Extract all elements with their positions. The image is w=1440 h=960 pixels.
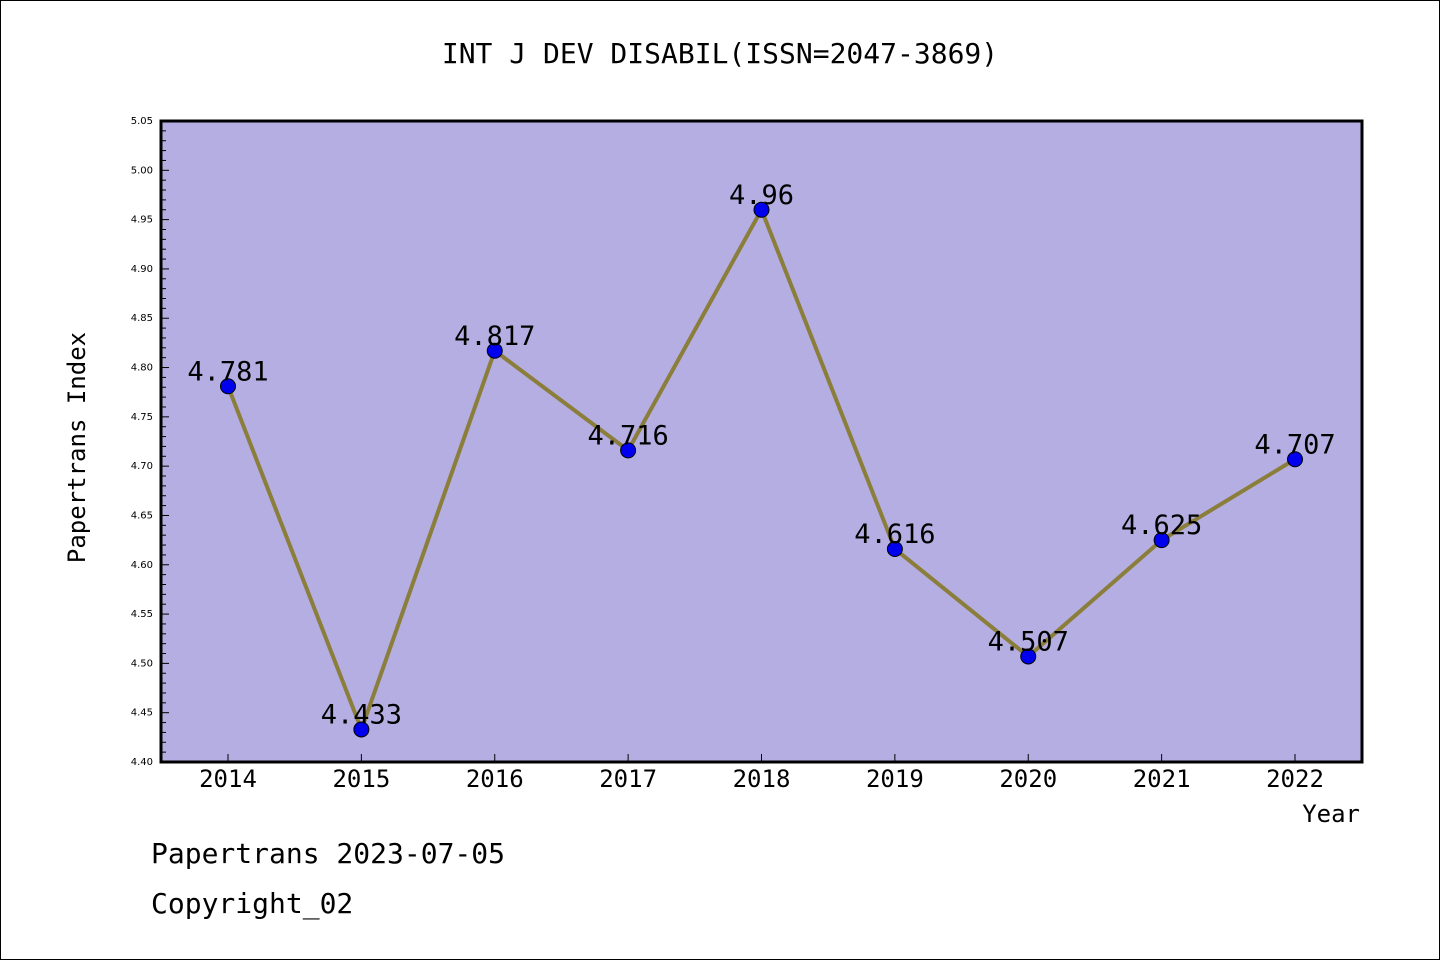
data-point (486, 342, 503, 359)
data-point (1020, 648, 1037, 665)
y-tick-label: 4.85 (131, 313, 153, 324)
plot-border (159, 119, 1364, 764)
y-axis-label: Papertrans Index (63, 332, 91, 563)
data-label: 4.507 (988, 626, 1069, 657)
data-label: 4.96 (729, 180, 794, 211)
data-label: 4.625 (1121, 510, 1202, 541)
data-point (753, 201, 770, 218)
x-axis-label: Year (1302, 800, 1360, 828)
data-label: 4.433 (321, 699, 402, 730)
data-point (620, 442, 637, 459)
y-tick-label: 4.70 (131, 461, 153, 472)
y-tick-label: 4.50 (131, 658, 153, 669)
x-tick-label: 2016 (466, 765, 524, 793)
data-label: 4.707 (1254, 429, 1335, 460)
chart-title: INT J DEV DISABIL(ISSN=2047-3869) (441, 37, 999, 70)
plot-area (161, 121, 1362, 762)
footer-date: Papertrans 2023-07-05 (151, 837, 506, 870)
data-point (886, 540, 903, 557)
y-tick-label: 4.60 (131, 560, 153, 571)
x-tick-label: 2018 (733, 765, 791, 793)
footer-copyright: Copyright_02 (151, 887, 354, 920)
x-tick-label: 2015 (332, 765, 390, 793)
x-tick-label: 2022 (1266, 765, 1324, 793)
x-tick-label: 2020 (999, 765, 1057, 793)
y-tick-label: 4.45 (131, 708, 153, 719)
y-tick-label: 4.40 (131, 757, 153, 768)
y-tick-label: 4.90 (131, 264, 153, 275)
x-tick-label: 2014 (199, 765, 257, 793)
x-tick-label: 2017 (599, 765, 657, 793)
data-point (220, 378, 236, 395)
y-tick-label: 4.75 (131, 412, 153, 423)
data-point (1153, 532, 1170, 549)
y-tick-label: 4.95 (131, 215, 153, 226)
data-point (1287, 451, 1303, 468)
data-label: 4.817 (454, 321, 535, 352)
y-tick-label: 4.80 (131, 363, 153, 374)
data-label: 4.716 (587, 420, 668, 451)
y-tick-label: 4.65 (131, 510, 153, 521)
x-tick-label: 2021 (1133, 765, 1191, 793)
data-label: 4.616 (854, 519, 935, 550)
y-tick-label: 5.05 (131, 116, 153, 127)
x-tick-label: 2019 (866, 765, 924, 793)
data-point (353, 721, 370, 738)
y-tick-label: 5.00 (131, 165, 153, 176)
data-label: 4.781 (187, 356, 268, 387)
y-tick-label: 4.55 (131, 609, 153, 620)
